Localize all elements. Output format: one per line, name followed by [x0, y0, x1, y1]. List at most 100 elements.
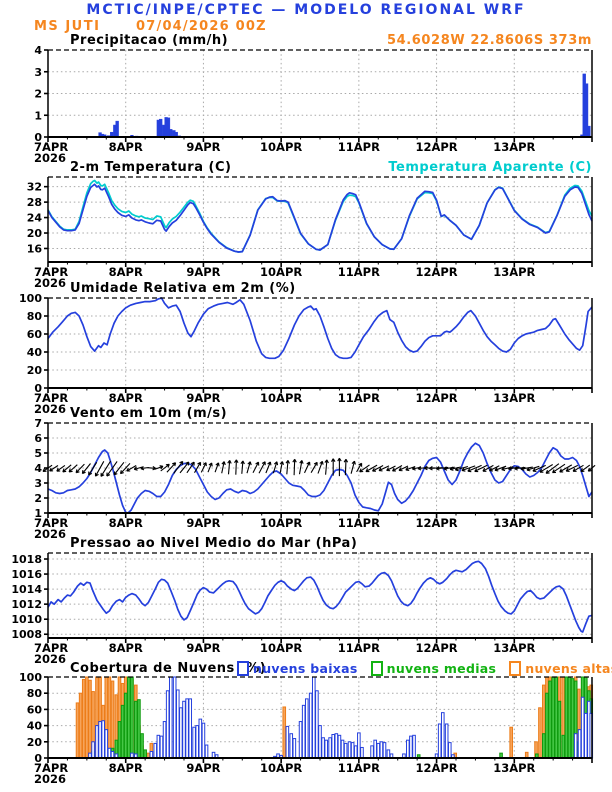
- svg-text:10APR: 10APR: [260, 140, 302, 154]
- svg-text:28: 28: [27, 196, 42, 209]
- legend-item-high-clouds: nuvens altas: [509, 661, 612, 676]
- legend-item-mid-clouds: nuvens medias: [370, 661, 497, 676]
- svg-text:40: 40: [27, 720, 43, 733]
- svg-text:0: 0: [34, 752, 42, 765]
- svg-text:0: 0: [34, 382, 42, 395]
- svg-text:9APR: 9APR: [186, 761, 220, 775]
- svg-text:1008: 1008: [11, 628, 42, 641]
- svg-text:13APR: 13APR: [493, 761, 535, 775]
- svg-text:2026: 2026: [34, 652, 66, 666]
- svg-text:11APR: 11APR: [338, 391, 380, 405]
- svg-text:4: 4: [34, 462, 42, 475]
- svg-text:1018: 1018: [11, 553, 42, 566]
- svg-text:2026: 2026: [34, 772, 66, 786]
- svg-text:7APR: 7APR: [34, 265, 68, 279]
- svg-text:8APR: 8APR: [109, 265, 143, 279]
- svg-text:60: 60: [27, 703, 43, 716]
- svg-text:11APR: 11APR: [338, 140, 380, 154]
- panel-title-apparent-temperature: Temperatura Aparente (C): [388, 160, 592, 175]
- svg-text:9APR: 9APR: [186, 140, 220, 154]
- svg-text:12APR: 12APR: [415, 391, 457, 405]
- svg-text:9APR: 9APR: [186, 641, 220, 655]
- svg-text:20: 20: [27, 364, 43, 377]
- svg-text:80: 80: [27, 310, 43, 323]
- panel-title-humidity: Umidade Relativa em 2m (%): [70, 281, 296, 296]
- svg-text:8APR: 8APR: [109, 641, 143, 655]
- svg-text:13APR: 13APR: [493, 641, 535, 655]
- svg-text:20: 20: [27, 227, 43, 240]
- svg-text:11APR: 11APR: [338, 516, 380, 530]
- svg-text:1014: 1014: [11, 583, 42, 596]
- svg-text:20: 20: [27, 736, 43, 749]
- panel-title-wind: Vento em 10m (m/s): [70, 406, 228, 421]
- svg-text:13APR: 13APR: [493, 391, 535, 405]
- svg-text:2: 2: [34, 492, 42, 505]
- svg-text:10APR: 10APR: [260, 761, 302, 775]
- svg-text:7: 7: [34, 417, 42, 430]
- svg-text:60: 60: [27, 328, 43, 341]
- svg-text:100: 100: [19, 671, 42, 684]
- model-run-datetime: 07/04/2026 00Z: [136, 19, 267, 34]
- legend-label-low-clouds: nuvens baixas: [253, 661, 358, 676]
- svg-text:7APR: 7APR: [34, 641, 68, 655]
- svg-text:9APR: 9APR: [186, 516, 220, 530]
- svg-text:8APR: 8APR: [109, 761, 143, 775]
- svg-text:11APR: 11APR: [338, 641, 380, 655]
- svg-text:7APR: 7APR: [34, 761, 68, 775]
- svg-text:7APR: 7APR: [34, 391, 68, 405]
- svg-text:1: 1: [34, 507, 42, 520]
- svg-text:3: 3: [34, 66, 42, 79]
- station-label: MS JUTI: [34, 19, 101, 34]
- svg-text:1016: 1016: [11, 568, 42, 581]
- panel-title-precipitation: Precipitacao (mm/h): [70, 33, 229, 48]
- page-title: MCTIC/INPE/CPTEC — MODELO REGIONAL WRF: [86, 2, 526, 18]
- svg-text:16: 16: [27, 242, 43, 255]
- svg-text:8APR: 8APR: [109, 391, 143, 405]
- svg-text:2026: 2026: [34, 527, 66, 541]
- legend-box-high-clouds-icon: [509, 661, 522, 676]
- svg-text:4: 4: [34, 44, 42, 57]
- svg-text:8APR: 8APR: [109, 516, 143, 530]
- svg-text:24: 24: [27, 212, 43, 225]
- svg-text:8APR: 8APR: [109, 140, 143, 154]
- legend-item-low-clouds: nuvens baixas: [237, 661, 358, 676]
- svg-text:13APR: 13APR: [493, 265, 535, 279]
- svg-text:7APR: 7APR: [34, 140, 68, 154]
- legend-box-low-clouds-icon: [237, 661, 249, 676]
- svg-text:2: 2: [34, 88, 42, 101]
- svg-text:32: 32: [27, 181, 42, 194]
- svg-text:6: 6: [34, 432, 42, 445]
- svg-text:10APR: 10APR: [260, 516, 302, 530]
- svg-text:2026: 2026: [34, 151, 66, 165]
- panel-title-temperature: 2-m Temperatura (C): [70, 160, 232, 175]
- svg-text:1012: 1012: [11, 598, 42, 611]
- svg-text:7APR: 7APR: [34, 516, 68, 530]
- svg-text:10APR: 10APR: [260, 265, 302, 279]
- svg-text:12APR: 12APR: [415, 761, 457, 775]
- svg-text:12APR: 12APR: [415, 641, 457, 655]
- svg-text:5: 5: [34, 447, 42, 460]
- svg-text:9APR: 9APR: [186, 391, 220, 405]
- svg-text:2026: 2026: [34, 276, 66, 290]
- svg-text:1: 1: [34, 109, 42, 122]
- svg-text:11APR: 11APR: [338, 265, 380, 279]
- svg-text:100: 100: [19, 292, 42, 305]
- legend-box-mid-clouds-icon: [370, 661, 383, 676]
- legend-label-high-clouds: nuvens altas: [525, 661, 612, 676]
- cloud-legend: nuvens baixas nuvens medias nuvens altas: [237, 661, 612, 676]
- svg-text:11APR: 11APR: [338, 761, 380, 775]
- svg-text:13APR: 13APR: [493, 140, 535, 154]
- svg-text:10APR: 10APR: [260, 391, 302, 405]
- svg-text:10APR: 10APR: [260, 641, 302, 655]
- svg-text:0: 0: [34, 131, 42, 144]
- svg-text:13APR: 13APR: [493, 516, 535, 530]
- panel-title-pressure: Pressao ao Nivel Medio do Mar (hPa): [70, 536, 358, 551]
- svg-text:12APR: 12APR: [415, 265, 457, 279]
- svg-text:12APR: 12APR: [415, 516, 457, 530]
- station-coordinates: 54.6028W 22.8606S 373m: [386, 33, 592, 48]
- svg-text:9APR: 9APR: [186, 265, 220, 279]
- svg-text:3: 3: [34, 477, 42, 490]
- svg-text:12APR: 12APR: [415, 140, 457, 154]
